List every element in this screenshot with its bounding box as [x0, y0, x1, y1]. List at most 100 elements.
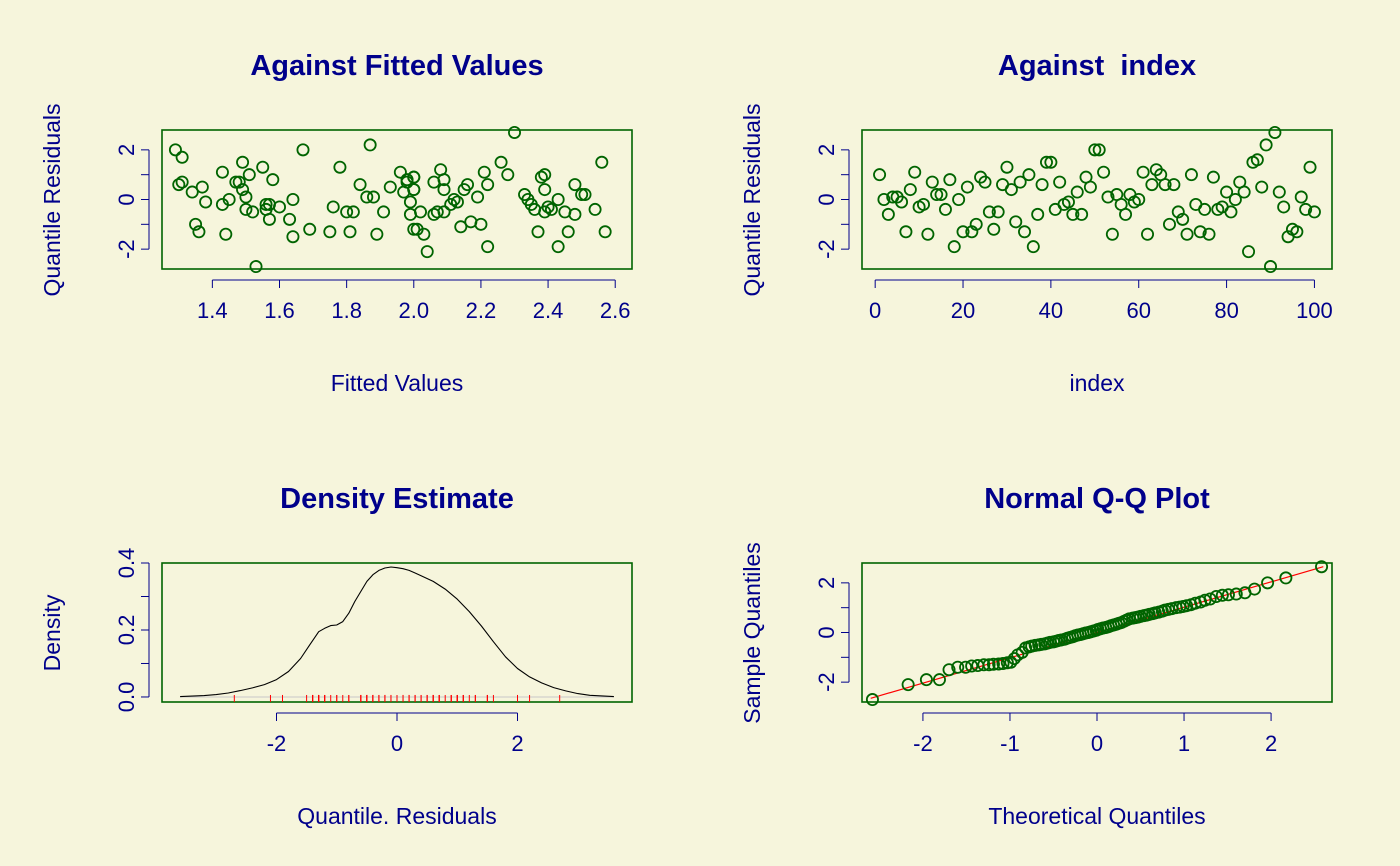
x-tick-label: 2.2	[466, 298, 497, 323]
data-point	[969, 217, 983, 231]
data-point	[956, 225, 970, 239]
data-point	[899, 225, 913, 239]
data-point	[1206, 170, 1220, 184]
data-point	[873, 168, 887, 182]
data-point	[236, 183, 250, 197]
data-point	[192, 225, 206, 239]
data-point	[417, 227, 431, 241]
data-point	[951, 660, 965, 674]
x-tick-label: 0	[391, 731, 403, 756]
data-point	[1261, 576, 1275, 590]
data-point	[534, 170, 548, 184]
y-tick-label: 2	[814, 144, 839, 156]
panel-3-y-axis-label: Density	[39, 594, 65, 671]
data-point	[413, 205, 427, 219]
data-point	[1018, 225, 1032, 239]
data-point	[1259, 138, 1273, 152]
data-point	[1277, 200, 1291, 214]
data-point	[437, 183, 451, 197]
data-point	[430, 205, 444, 219]
x-tick-label: 100	[1296, 298, 1333, 323]
x-tick-label: 1.8	[331, 298, 362, 323]
data-point	[249, 260, 263, 274]
panel-4-y-axis-label: Sample Quantiles	[739, 542, 765, 724]
data-point	[1141, 227, 1155, 241]
panel-4-qq-marks	[865, 560, 1329, 707]
data-point	[1035, 178, 1049, 192]
data-point	[551, 240, 565, 254]
data-point	[947, 240, 961, 254]
data-point	[1303, 160, 1317, 174]
data-point	[942, 663, 956, 677]
panel-2-y-axis: -2 0 2	[814, 144, 850, 259]
data-point	[1075, 207, 1089, 221]
data-point	[1237, 185, 1251, 199]
data-point	[363, 138, 377, 152]
panel-2-y-axis-label: Quantile Residuals	[739, 103, 765, 296]
data-point	[1004, 183, 1018, 197]
data-point	[538, 168, 552, 182]
y-tick-label: -2	[814, 672, 839, 692]
data-point	[450, 195, 464, 209]
data-point	[172, 178, 186, 192]
data-point	[996, 657, 1010, 671]
data-point	[437, 173, 451, 187]
data-point	[340, 205, 354, 219]
panel-2-x-axis: 0 20 40 60 80 100	[869, 279, 1333, 323]
data-point	[1255, 180, 1269, 194]
panel-2-x-axis-label: index	[1070, 370, 1125, 396]
panel-1-y-axis-label: Quantile Residuals	[39, 103, 65, 296]
data-point	[222, 192, 236, 206]
data-point	[262, 212, 276, 226]
x-tick-label: -1	[1000, 731, 1020, 756]
data-point	[538, 183, 552, 197]
data-point	[960, 180, 974, 194]
y-tick-label: 0.0	[114, 682, 139, 713]
data-point	[1061, 195, 1075, 209]
data-point	[256, 160, 270, 174]
data-point	[901, 678, 915, 692]
x-tick-label: 40	[1039, 298, 1063, 323]
x-tick-label: 2	[511, 731, 523, 756]
data-point	[1007, 652, 1021, 666]
data-point	[377, 205, 391, 219]
panel-qq: Normal Q-Q Plot -2 0 2 -2 -1 0 1 2 Theoretical…	[739, 483, 1333, 829]
data-point	[544, 202, 558, 216]
data-point	[595, 155, 609, 169]
x-tick-label: 80	[1214, 298, 1238, 323]
data-point	[978, 175, 992, 189]
data-point	[1224, 205, 1238, 219]
data-point	[1176, 212, 1190, 226]
data-point	[481, 240, 495, 254]
data-point	[272, 200, 286, 214]
data-point	[447, 192, 461, 206]
panel-1-y-axis: -2 0 2	[114, 144, 150, 259]
x-tick-label: 2.6	[600, 298, 631, 323]
data-point	[403, 195, 417, 209]
data-point	[1083, 180, 1097, 194]
data-point	[195, 180, 209, 194]
data-point	[1092, 143, 1106, 157]
data-point	[1242, 245, 1256, 259]
panel-3-x-axis-label: Quantile. Residuals	[297, 803, 496, 829]
data-point	[189, 217, 203, 231]
data-point	[1026, 240, 1040, 254]
data-point	[1220, 185, 1234, 199]
data-point	[992, 657, 1006, 671]
data-point	[965, 659, 979, 673]
data-point	[1004, 655, 1018, 669]
data-point	[903, 183, 917, 197]
data-point	[1132, 192, 1146, 206]
data-point	[1250, 153, 1264, 167]
data-point	[323, 225, 337, 239]
panel-2-plot-frame	[861, 129, 1333, 270]
data-point	[259, 197, 273, 211]
data-point	[333, 160, 347, 174]
data-point	[1136, 165, 1150, 179]
data-point	[531, 225, 545, 239]
data-point	[407, 222, 421, 236]
data-point	[551, 192, 565, 206]
panel-1-x-axis-label: Fitted Values	[331, 370, 464, 396]
data-point	[598, 225, 612, 239]
